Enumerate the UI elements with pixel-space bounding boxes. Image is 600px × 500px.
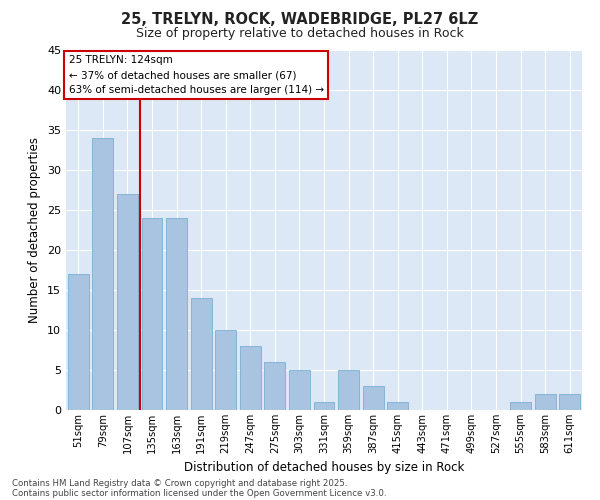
Bar: [191, 298, 212, 410]
Bar: [362, 386, 383, 410]
Bar: [559, 394, 580, 410]
Bar: [215, 330, 236, 410]
Bar: [387, 402, 408, 410]
Text: Contains public sector information licensed under the Open Government Licence v3: Contains public sector information licen…: [12, 488, 386, 498]
Y-axis label: Number of detached properties: Number of detached properties: [28, 137, 41, 323]
Bar: [289, 370, 310, 410]
Bar: [338, 370, 359, 410]
Bar: [92, 138, 113, 410]
Bar: [535, 394, 556, 410]
Text: Contains HM Land Registry data © Crown copyright and database right 2025.: Contains HM Land Registry data © Crown c…: [12, 478, 347, 488]
Bar: [314, 402, 334, 410]
Bar: [240, 346, 261, 410]
Text: 25 TRELYN: 124sqm
← 37% of detached houses are smaller (67)
63% of semi-detached: 25 TRELYN: 124sqm ← 37% of detached hous…: [68, 56, 324, 95]
Bar: [117, 194, 138, 410]
Bar: [510, 402, 531, 410]
X-axis label: Distribution of detached houses by size in Rock: Distribution of detached houses by size …: [184, 462, 464, 474]
Bar: [142, 218, 163, 410]
Text: Size of property relative to detached houses in Rock: Size of property relative to detached ho…: [136, 28, 464, 40]
Bar: [265, 362, 286, 410]
Bar: [68, 274, 89, 410]
Text: 25, TRELYN, ROCK, WADEBRIDGE, PL27 6LZ: 25, TRELYN, ROCK, WADEBRIDGE, PL27 6LZ: [121, 12, 479, 28]
Bar: [166, 218, 187, 410]
